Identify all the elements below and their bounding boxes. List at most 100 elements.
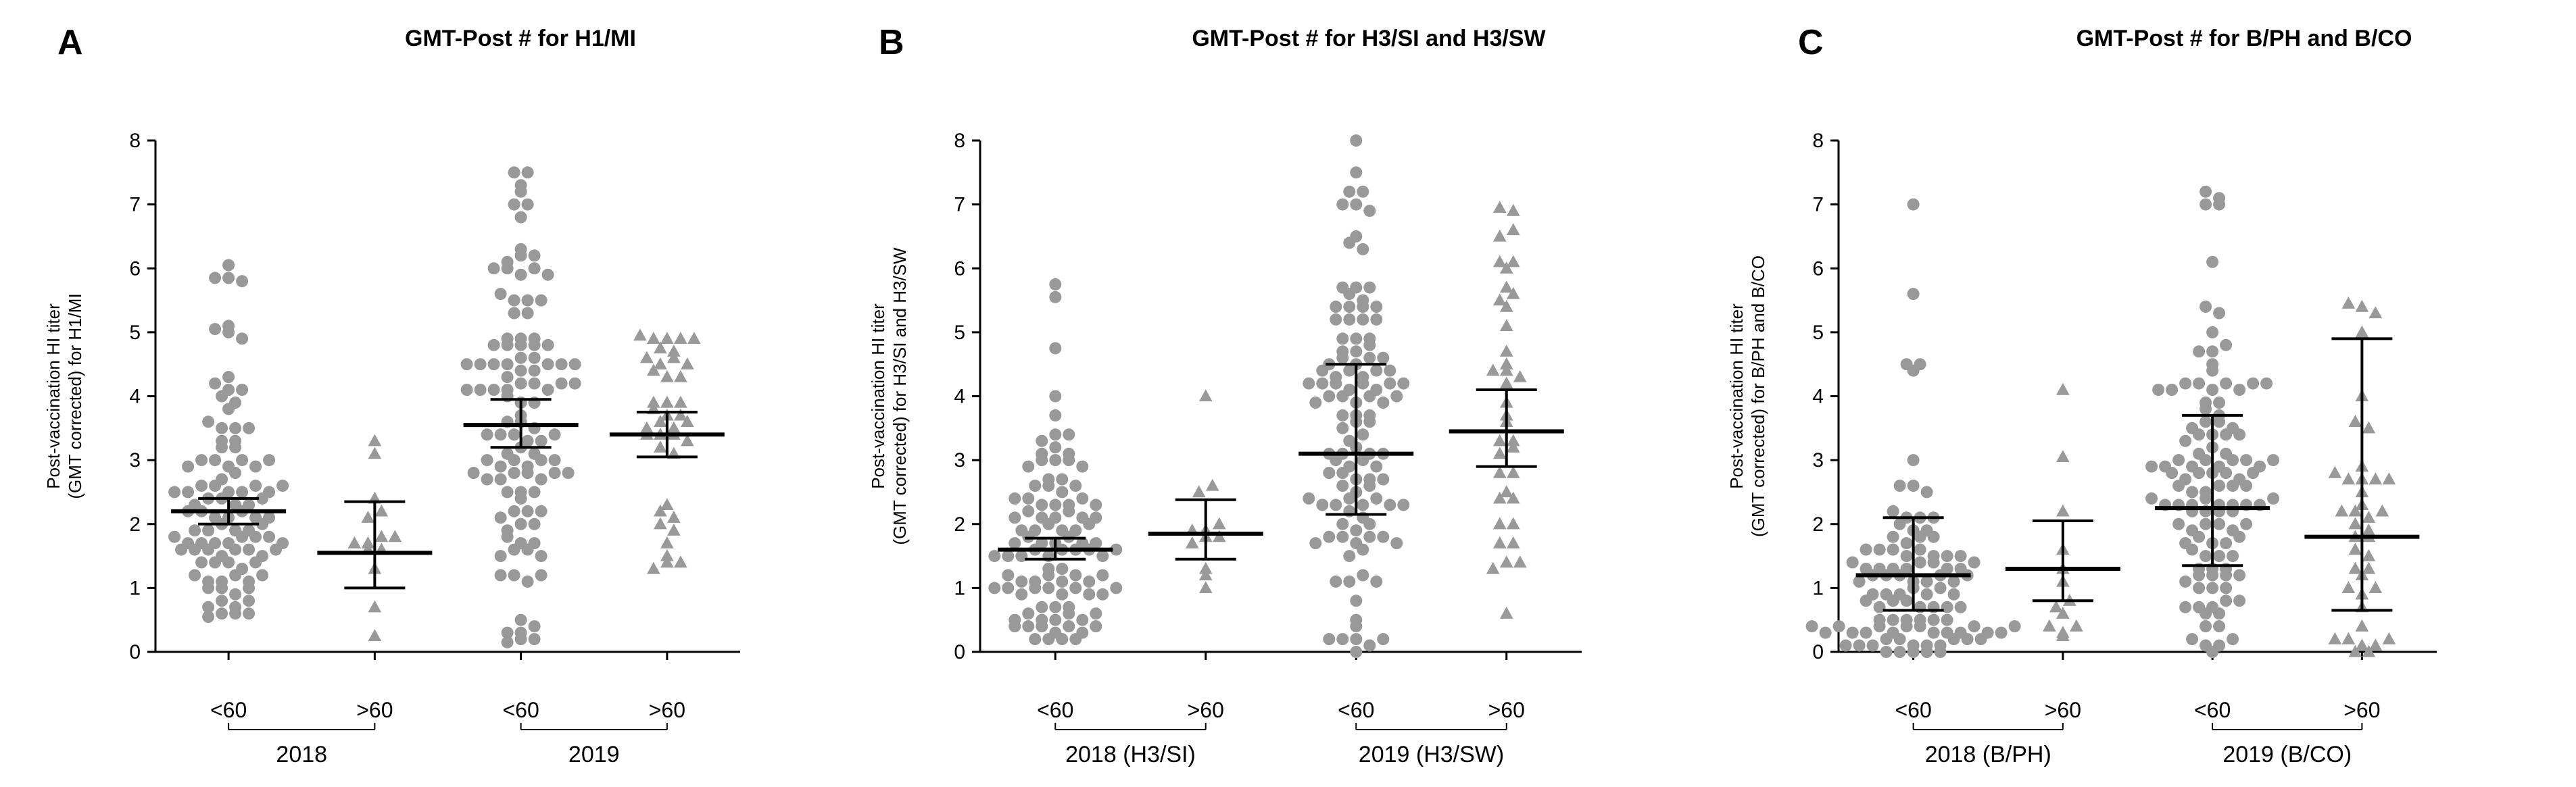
data-point (2348, 542, 2362, 555)
data-point (1914, 358, 1926, 371)
data-point (1492, 293, 1507, 306)
data-point (1316, 377, 1329, 390)
data-point (514, 377, 527, 390)
data-point (1900, 563, 1913, 575)
data-point (1866, 588, 1879, 601)
data-point (249, 480, 262, 492)
data-point (1316, 499, 1329, 511)
data-point (528, 332, 541, 345)
data-point (1343, 575, 1356, 588)
data-point (1323, 633, 1336, 646)
data-point (2328, 632, 2342, 644)
data-point (1198, 389, 1213, 402)
data-point (1029, 575, 1042, 588)
data-point (222, 384, 235, 396)
data-point (654, 341, 667, 354)
data-point (568, 358, 581, 371)
data-point (1363, 530, 1376, 543)
data-point (521, 460, 534, 473)
data-point (202, 524, 215, 537)
data-point (1309, 537, 1322, 550)
data-point (2247, 377, 2260, 390)
data-point (1343, 550, 1356, 563)
data-point (1198, 581, 1213, 593)
data-point (2220, 582, 2233, 594)
data-point (249, 460, 262, 473)
data-point (1049, 511, 1062, 524)
y-tick-label: 7 (954, 194, 965, 216)
data-point (1056, 563, 1069, 575)
data-point (2227, 524, 2239, 537)
data-point (1499, 280, 1513, 293)
data-point (521, 294, 534, 307)
data-point (1076, 492, 1089, 505)
data-point (1090, 499, 1102, 511)
data-point (1330, 499, 1342, 511)
data-point (1357, 569, 1369, 582)
data-point (1015, 575, 1028, 588)
data-point (1350, 537, 1363, 550)
data-point (1063, 601, 1075, 613)
data-point (474, 384, 487, 396)
data-point (209, 511, 222, 524)
data-point (1492, 255, 1507, 268)
data-point (2213, 397, 2226, 409)
data-point (2348, 517, 2362, 530)
data-point (2179, 434, 2192, 447)
data-point (1492, 536, 1507, 549)
data-point (501, 358, 514, 371)
y-tick-label: 6 (954, 257, 965, 280)
data-point (1873, 563, 1886, 575)
data-point (481, 473, 493, 486)
data-point (1384, 364, 1396, 377)
data-point (2362, 421, 2376, 434)
data-point (1853, 639, 1866, 652)
data-point (1846, 556, 1859, 569)
data-point (1920, 588, 1933, 601)
data-point (514, 613, 527, 626)
data-point (514, 211, 527, 224)
data-point (1900, 613, 1913, 626)
data-point (2254, 460, 2266, 473)
data-point (2206, 326, 2219, 338)
data-point (1336, 409, 1349, 422)
data-point (1350, 594, 1363, 607)
x-tick-label: <60 (2194, 698, 2231, 722)
data-point (1927, 626, 1940, 639)
data-point (1893, 646, 1906, 658)
data-point (182, 537, 195, 550)
data-point (514, 537, 527, 550)
data-point (1198, 568, 1213, 581)
data-point (1947, 588, 1960, 601)
data-point (1049, 342, 1062, 355)
data-point (2200, 517, 2212, 530)
data-point (2368, 306, 2383, 319)
data-point (2056, 504, 2070, 517)
data-point (1008, 537, 1021, 550)
data-point (195, 556, 208, 569)
data-point (1002, 569, 1015, 582)
y-tick-label: 5 (129, 322, 141, 344)
data-point (368, 629, 382, 641)
data-point (216, 434, 228, 447)
data-point (1350, 524, 1363, 537)
data-point (236, 275, 249, 288)
data-point (2213, 307, 2226, 320)
data-point (2220, 537, 2233, 550)
data-point (388, 530, 402, 542)
data-point (1363, 332, 1376, 345)
data-point (1499, 376, 1513, 389)
data-point (508, 467, 520, 479)
data-point (256, 569, 269, 582)
data-point (1036, 511, 1048, 524)
group-label: 2019 (568, 742, 620, 767)
data-point (2362, 549, 2376, 561)
data-point (1370, 364, 1383, 377)
data-point (1063, 447, 1075, 460)
data-point (494, 569, 507, 582)
data-point (2200, 550, 2212, 563)
data-point (1499, 363, 1513, 376)
data-point (1513, 370, 1527, 382)
data-point (202, 415, 215, 428)
data-point (508, 505, 520, 517)
